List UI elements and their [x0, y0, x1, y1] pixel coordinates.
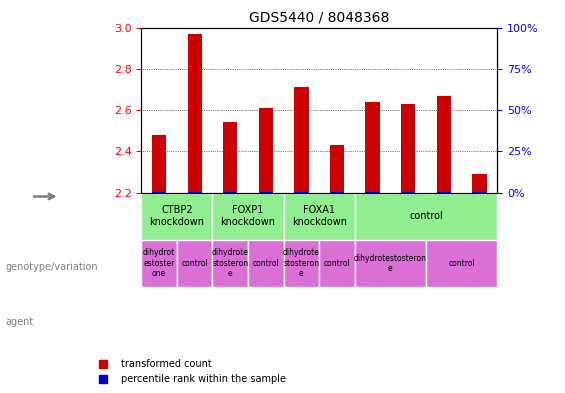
Legend: transformed count, percentile rank within the sample: transformed count, percentile rank withi…	[90, 356, 290, 388]
FancyBboxPatch shape	[212, 193, 284, 240]
Text: genotype/variation: genotype/variation	[6, 262, 98, 272]
Bar	[437, 95, 451, 193]
Bar	[259, 108, 273, 193]
Text: control: control	[409, 211, 443, 221]
Text: control: control	[324, 259, 350, 268]
Bar	[188, 34, 202, 193]
Bar	[152, 135, 166, 193]
Text: FOXP1
knockdown: FOXP1 knockdown	[220, 206, 276, 227]
FancyBboxPatch shape	[319, 240, 355, 287]
FancyBboxPatch shape	[177, 240, 212, 287]
FancyBboxPatch shape	[426, 240, 497, 287]
FancyBboxPatch shape	[248, 240, 284, 287]
Text: CTBP2
knockdown: CTBP2 knockdown	[149, 206, 205, 227]
Bar	[294, 87, 308, 193]
Text: control: control	[448, 259, 475, 268]
Text: agent: agent	[6, 317, 34, 327]
Title: GDS5440 / 8048368: GDS5440 / 8048368	[249, 11, 389, 25]
FancyBboxPatch shape	[355, 240, 426, 287]
Text: FOXA1
knockdown: FOXA1 knockdown	[292, 206, 347, 227]
Text: dihydrotestosteron
e: dihydrotestosteron e	[354, 253, 427, 273]
Text: dihydrot
estoster
one: dihydrot estoster one	[143, 248, 175, 278]
Text: control: control	[181, 259, 208, 268]
Bar	[472, 174, 486, 193]
FancyBboxPatch shape	[284, 240, 319, 287]
Bar	[366, 102, 380, 193]
Text: dihydrote
stosteron
e: dihydrote stosteron e	[212, 248, 249, 278]
Bar	[223, 123, 237, 193]
Bar	[330, 145, 344, 193]
FancyBboxPatch shape	[141, 240, 177, 287]
FancyBboxPatch shape	[355, 193, 497, 240]
Text: control: control	[253, 259, 279, 268]
FancyBboxPatch shape	[212, 240, 248, 287]
FancyBboxPatch shape	[284, 193, 355, 240]
FancyBboxPatch shape	[141, 193, 212, 240]
Text: dihydrote
stosteron
e: dihydrote stosteron e	[283, 248, 320, 278]
Bar	[401, 104, 415, 193]
